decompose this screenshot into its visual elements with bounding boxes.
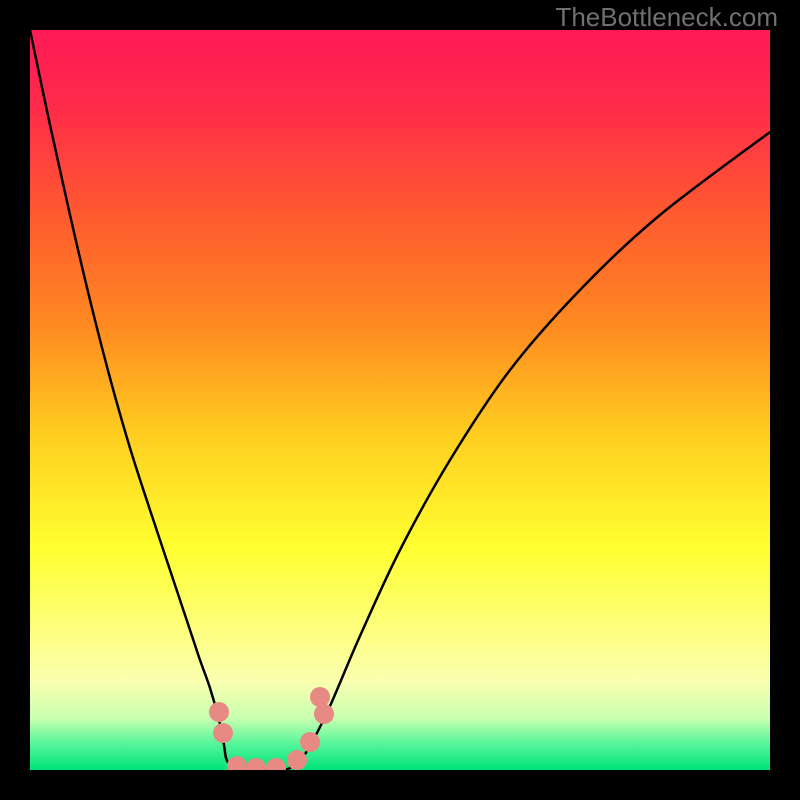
bottleneck-curve: [30, 30, 770, 770]
data-marker: [246, 758, 266, 778]
data-marker: [310, 687, 330, 707]
data-marker: [227, 756, 247, 776]
curve-layer: [0, 0, 800, 800]
watermark-text: TheBottleneck.com: [555, 2, 778, 33]
data-marker: [213, 723, 233, 743]
data-marker: [266, 758, 286, 778]
chart-frame: TheBottleneck.com: [0, 0, 800, 800]
data-marker: [314, 704, 334, 724]
data-marker: [300, 732, 320, 752]
data-marker: [209, 702, 229, 722]
data-marker: [287, 750, 307, 770]
